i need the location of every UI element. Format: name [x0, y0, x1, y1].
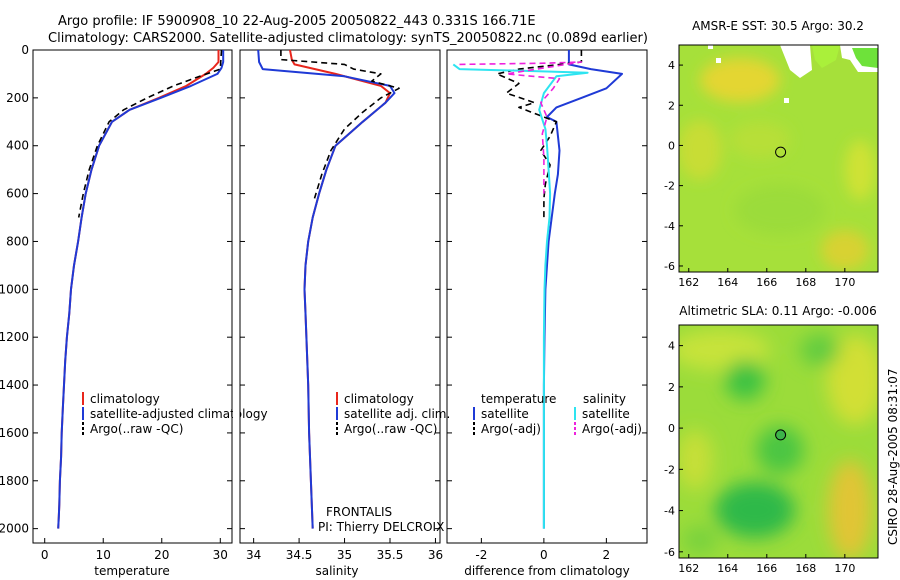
salinity-legend: climatology satellite adj. clim. Argo(..…	[336, 392, 450, 436]
map-y-tick-label: -2	[664, 180, 675, 193]
series-satellite-adjusted-climatology	[57, 50, 225, 529]
series-satellite-adj-clim-	[257, 49, 396, 529]
legend-label-temp-argo: Argo(-adj)	[481, 422, 541, 436]
map-y-tick-label: 2	[668, 381, 675, 394]
figure-title-line1: Argo profile: IF 5900908_10 22-Aug-2005 …	[58, 14, 536, 29]
x-tick-label: 0	[41, 548, 49, 562]
legend-label-satellite: satellite-adjusted climatology	[90, 407, 268, 421]
legend-label-sal-satellite: satellite	[582, 407, 630, 421]
temperature-xlabel: temperature	[94, 564, 169, 578]
salinity-panel-frame	[239, 49, 441, 544]
x-tick-label: 35.5	[377, 548, 404, 562]
map-y-tick-label: 4	[668, 59, 675, 72]
series-argo-raw-qc-	[280, 50, 400, 199]
sla-field	[679, 325, 878, 558]
panel-gap	[233, 45, 240, 550]
map-y-tick-label: -2	[664, 463, 675, 476]
difference-legend: temperature salinity satellite Argo(-adj…	[473, 392, 642, 436]
y-tick-label: 1800	[0, 474, 29, 488]
side-timestamp: CSIRO 28-Aug-2005 08:31:07	[886, 369, 900, 545]
annotation-frontalis: FRONTALIS	[326, 505, 392, 519]
sla-map-title: Altimetric SLA: 0.11 Argo: -0.006	[679, 304, 876, 318]
map-x-tick-label: 162	[678, 562, 699, 575]
sla-argo-marker	[775, 429, 787, 441]
x-tick-label: -2	[475, 548, 487, 562]
legend-header-temperature: temperature	[481, 392, 556, 406]
y-tick-label: 400	[6, 139, 29, 153]
x-tick-label: 0	[540, 548, 548, 562]
y-tick-label: 0	[21, 43, 29, 57]
map-y-tick-label: 2	[668, 99, 675, 112]
figure-title-line2: Climatology: CARS2000. Satellite-adjuste…	[48, 31, 648, 46]
map-x-tick-label: 166	[756, 276, 777, 289]
map-y-tick-label: 4	[668, 340, 675, 353]
legend-label-sal-argo: Argo(-adj)	[582, 422, 642, 436]
y-tick-label: 2000	[0, 522, 29, 536]
map-x-tick-label: 164	[717, 562, 738, 575]
map-x-tick-label: 170	[834, 562, 855, 575]
y-tick-label: 600	[6, 187, 29, 201]
difference-xlabel: difference from climatology	[464, 564, 630, 578]
x-tick-label: 34	[246, 548, 261, 562]
sst-argo-marker	[775, 146, 787, 158]
map-x-tick-label: 168	[795, 276, 816, 289]
legend-label-argo: Argo(..raw -QC)	[90, 422, 183, 436]
x-tick-label: 10	[96, 548, 111, 562]
sla-map-frame	[678, 324, 879, 559]
amsr-sst-map: AMSR-E SST: 30.5 Argo: 30.2 162 164 166 168…	[664, 19, 879, 289]
series-argo-raw-qc-	[77, 49, 223, 218]
map-x-tick-label: 164	[717, 276, 738, 289]
x-tick-label: 35	[337, 548, 352, 562]
temperature-legend: climatology satellite-adjusted climatolo…	[82, 392, 268, 436]
series-salinity-argo-adj-	[459, 61, 583, 194]
map-x-tick-label: 162	[678, 276, 699, 289]
salinity-xlabel: salinity	[315, 564, 358, 578]
y-tick-label: 200	[6, 91, 29, 105]
altimetric-sla-map: Altimetric SLA: 0.11 Argo: -0.006 162 164…	[664, 304, 879, 575]
land-mask	[780, 45, 812, 78]
series-temperature-argo-adj-	[496, 50, 583, 218]
legend-label-climatology: climatology	[344, 392, 414, 406]
y-tick-label: 1200	[0, 330, 29, 344]
legend-label-satellite: satellite adj. clim.	[344, 407, 450, 421]
legend-label-climatology: climatology	[90, 392, 160, 406]
map-y-tick-label: 0	[668, 139, 675, 152]
y-tick-label: 1400	[0, 378, 29, 392]
temperature-panel: 0 10 20 30 0 200 400 600 800 1000 1200 1400 1600 1800…	[0, 43, 268, 578]
legend-header-salinity: salinity	[583, 392, 626, 406]
map-x-tick-label: 168	[795, 562, 816, 575]
x-tick-label: 2	[603, 548, 611, 562]
x-tick-label: 20	[154, 548, 169, 562]
sst-map-frame	[678, 44, 879, 273]
salinity-panel: 34 34.5 35 35.5 36 salinity climatology sate…	[239, 49, 450, 578]
difference-panel: -2 0 2 difference from climatology tempera…	[446, 49, 648, 578]
y-tick-label: 800	[6, 234, 29, 248]
series-climatology	[57, 50, 220, 529]
temperature-panel-frame	[32, 49, 233, 544]
legend-label-temp-satellite: satellite	[481, 407, 529, 421]
series-salinity-satellite	[452, 63, 589, 529]
sst-map-title: AMSR-E SST: 30.5 Argo: 30.2	[692, 19, 864, 33]
map-x-tick-label: 170	[834, 276, 855, 289]
y-tick-label: 1000	[0, 282, 29, 296]
x-tick-label: 30	[213, 548, 228, 562]
map-y-tick-label: -4	[664, 220, 675, 233]
map-y-tick-label: -4	[664, 505, 675, 518]
legend-label-argo: Argo(..raw -QC)	[344, 422, 437, 436]
map-y-tick-label: 0	[668, 422, 675, 435]
map-y-tick-label: -6	[664, 260, 675, 273]
x-tick-label: 34.5	[286, 548, 313, 562]
x-tick-label: 36	[428, 548, 443, 562]
map-x-tick-label: 166	[756, 562, 777, 575]
y-tick-label: 1600	[0, 426, 29, 440]
difference-panel-frame	[446, 49, 648, 544]
annotation-pi: PI: Thierry DELCROIX	[318, 520, 444, 534]
sst-field	[679, 45, 878, 272]
map-y-tick-label: -6	[664, 546, 675, 559]
